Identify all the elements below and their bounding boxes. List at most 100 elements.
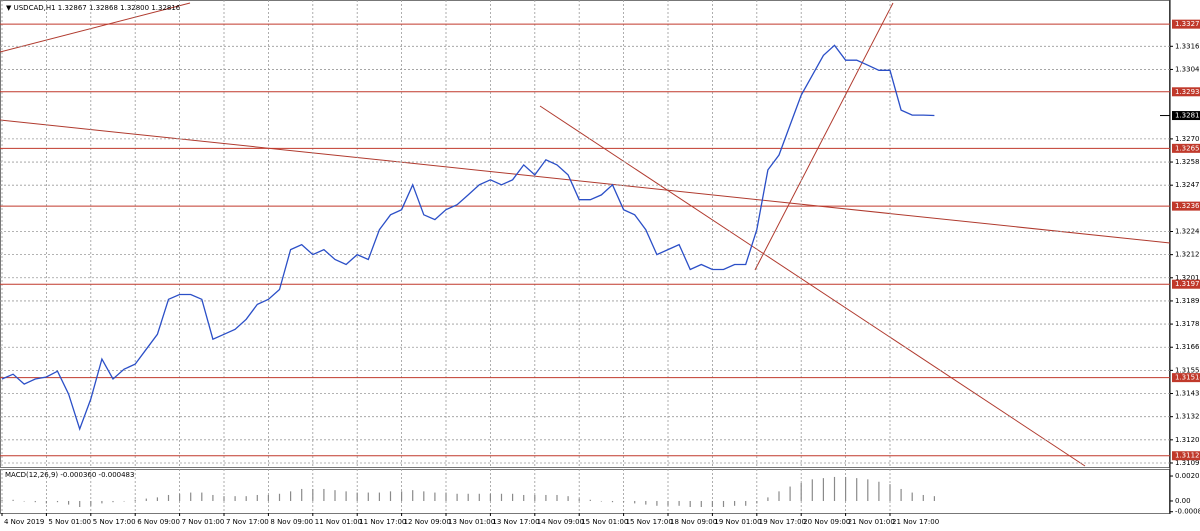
y-tick-label: 1.33160	[1175, 42, 1200, 50]
macd-bar	[778, 491, 780, 501]
y-tick-label: 1.31090	[1175, 459, 1200, 467]
x-tick-label: 20 Nov 09:00	[803, 518, 850, 526]
level-label: 1.31978	[1175, 280, 1200, 288]
macd-bar	[112, 500, 114, 503]
macd-bar	[678, 500, 680, 506]
y-tick-label: 1.32240	[1175, 227, 1200, 235]
x-tick-label: 11 Nov 01:00	[315, 518, 362, 526]
macd-bar	[700, 500, 702, 507]
macd-title: MACD(12,26,9) -0.000360 -0.000483	[5, 471, 134, 479]
macd-bar	[722, 500, 725, 507]
macd-bar	[534, 494, 536, 501]
macd-bar	[356, 492, 358, 501]
macd-panel	[0, 469, 1170, 514]
current-price-box	[1172, 111, 1200, 121]
macd-bar	[345, 491, 347, 501]
level-label: 1.32366	[1175, 202, 1200, 210]
macd-bar	[634, 500, 636, 504]
x-tick-label: 19 Nov 17:00	[759, 518, 806, 526]
price-line	[1, 44, 935, 431]
macd-bar	[645, 500, 647, 505]
x-tick-label: 12 Nov 09:00	[404, 518, 451, 526]
macd-bar	[889, 484, 891, 501]
macd-bar	[833, 476, 836, 501]
level-label: 1.33270	[1175, 20, 1200, 28]
macd-bar	[378, 492, 380, 501]
level-box	[1172, 451, 1200, 461]
y-tick-label: 1.31550	[1175, 366, 1200, 374]
x-tick-label: 4 Nov 2019	[4, 518, 44, 526]
macd-bar	[500, 493, 503, 501]
level-label: 1.32934	[1175, 88, 1200, 96]
macd-bar	[456, 493, 458, 501]
macd-bar	[90, 500, 92, 506]
y-tick-label: 1.31320	[1175, 413, 1200, 421]
macd-bar	[656, 500, 658, 506]
macd-bar	[600, 500, 602, 502]
macd-bar	[611, 500, 614, 503]
macd-bar	[79, 500, 81, 507]
macd-bar	[556, 494, 558, 501]
current-price-label: 1.32816	[1175, 112, 1200, 120]
level-box	[1172, 87, 1200, 97]
x-tick-label: 21 Nov 17:00	[892, 518, 939, 526]
level-box	[1172, 19, 1200, 29]
macd-bar	[12, 499, 14, 501]
macd-bar	[323, 488, 325, 501]
macd-bar	[101, 500, 103, 504]
level-label: 1.32653	[1175, 144, 1200, 152]
macd-bar	[578, 498, 580, 501]
macd-bar	[201, 492, 203, 501]
macd-bar	[156, 497, 158, 501]
macd-bar	[123, 500, 125, 502]
macd-bar	[56, 500, 59, 503]
macd-bar	[512, 493, 514, 501]
macd-bar	[734, 500, 736, 506]
macd-bar	[423, 491, 425, 501]
macd-bar	[756, 500, 758, 504]
y-tick-label: 1.32585	[1175, 158, 1200, 166]
macd-bar	[811, 479, 813, 501]
macd-bar	[245, 496, 247, 501]
macd-bar	[745, 500, 747, 506]
macd-bar	[933, 496, 935, 501]
macd-bar	[911, 492, 913, 501]
macd-bar	[401, 491, 403, 501]
x-tick-label: 15 Nov 17:00	[626, 518, 673, 526]
trendline	[0, 119, 1171, 244]
y-tick-label: 1.31780	[1175, 320, 1200, 328]
x-tick-label: 13 Nov 17:00	[492, 518, 539, 526]
macd-bar	[290, 491, 292, 501]
macd-bar	[800, 482, 802, 501]
macd-bar	[367, 492, 369, 501]
y-tick-label: 1.31665	[1175, 343, 1200, 351]
y-tick-label: 1.31895	[1175, 297, 1200, 305]
macd-bar	[900, 488, 902, 501]
macd-bar	[667, 500, 669, 506]
trendlines	[0, 2, 1171, 467]
x-tick-label: 8 Nov 09:00	[270, 518, 313, 526]
macd-bar	[145, 498, 147, 501]
macd-bar	[689, 500, 691, 507]
x-tick-label: 7 Nov 01:00	[182, 518, 225, 526]
macd-bar	[467, 493, 469, 501]
macd-bar	[567, 496, 569, 501]
x-tick-label: 21 Nov 01:00	[848, 518, 895, 526]
macd-bar	[545, 494, 547, 501]
macd-bar	[212, 494, 214, 501]
macd-bar	[1, 499, 3, 501]
y-tick-label: 1.31435	[1175, 390, 1200, 398]
x-tick-label: 7 Nov 17:00	[226, 518, 269, 526]
y-tick-label: 1.32470	[1175, 181, 1200, 189]
macd-bar	[256, 494, 258, 501]
macd-bar	[478, 493, 480, 501]
level-box	[1172, 143, 1200, 153]
macd-bar	[34, 500, 36, 503]
macd-bar	[23, 500, 25, 502]
macd-bar	[45, 500, 47, 504]
trendline	[754, 2, 894, 271]
y-tick-label: 1.32125	[1175, 251, 1200, 259]
macd-tick-label: 0.002075	[1175, 472, 1200, 480]
macd-bar	[334, 490, 336, 501]
